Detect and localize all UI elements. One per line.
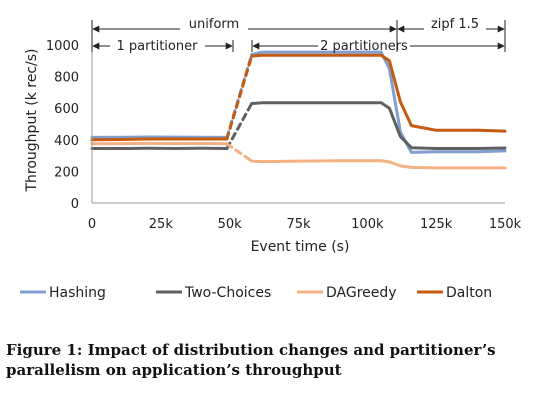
x-tick-label: 25k xyxy=(149,217,174,232)
series-dalton xyxy=(90,53,507,142)
y-tick-label: 800 xyxy=(54,71,79,86)
series-line-transition xyxy=(225,54,254,141)
series-line-transition xyxy=(225,142,254,163)
annotations: uniform zipf 1.5 1 partitioner 2 partiti… xyxy=(91,17,506,54)
x-tick-label: 125k xyxy=(420,217,453,232)
series-line-phase-1 xyxy=(90,137,229,142)
y-tick-label: 1000 xyxy=(46,39,79,54)
x-tick-label: 75k xyxy=(286,217,311,232)
legend-label: Hashing xyxy=(49,285,106,301)
figure-caption: Figure 1: Impact of distribution changes… xyxy=(6,341,496,379)
series-line-phase-2 xyxy=(250,50,507,154)
y-tick-label: 600 xyxy=(54,102,79,117)
x-tick-label: 0 xyxy=(88,217,96,232)
tick-labels: 0 25k 50k 75k 100k 125k 150k 0 200 400 600 800 1000 xyxy=(46,39,522,232)
legend-label: Two-Choices xyxy=(184,285,271,301)
legend: Hashing Two-Choices DAGreedy Dalton xyxy=(20,285,492,301)
series-line-transition xyxy=(225,102,254,150)
y-tick-label: 200 xyxy=(54,165,79,180)
x-axis-label: Event time (s) xyxy=(251,239,350,255)
plot-area xyxy=(90,50,507,170)
two-partitioners-label: 2 partitioners xyxy=(320,39,408,54)
one-partitioner-label: 1 partitioner xyxy=(117,39,199,54)
axes xyxy=(91,45,505,204)
y-tick-label: 0 xyxy=(71,197,79,212)
x-tick-label: 50k xyxy=(218,217,243,232)
series-line-phase-2 xyxy=(250,53,507,133)
series-line-phase-2 xyxy=(250,101,507,150)
series-dagreedy xyxy=(90,141,507,170)
uniform-label: uniform xyxy=(189,17,239,32)
series-line-phase-2 xyxy=(250,159,507,170)
legend-label: Dalton xyxy=(446,285,492,301)
y-axis-label: Throughput (k rec/s) xyxy=(24,48,40,192)
legend-label: DAGreedy xyxy=(326,285,397,301)
series-two-choices xyxy=(90,101,507,150)
x-tick-label: 100k xyxy=(351,217,384,232)
zipf-label: zipf 1.5 xyxy=(431,17,479,32)
throughput-chart: uniform zipf 1.5 1 partitioner 2 partiti… xyxy=(20,17,522,301)
y-tick-label: 400 xyxy=(54,134,79,149)
x-tick-label: 150k xyxy=(489,217,522,232)
